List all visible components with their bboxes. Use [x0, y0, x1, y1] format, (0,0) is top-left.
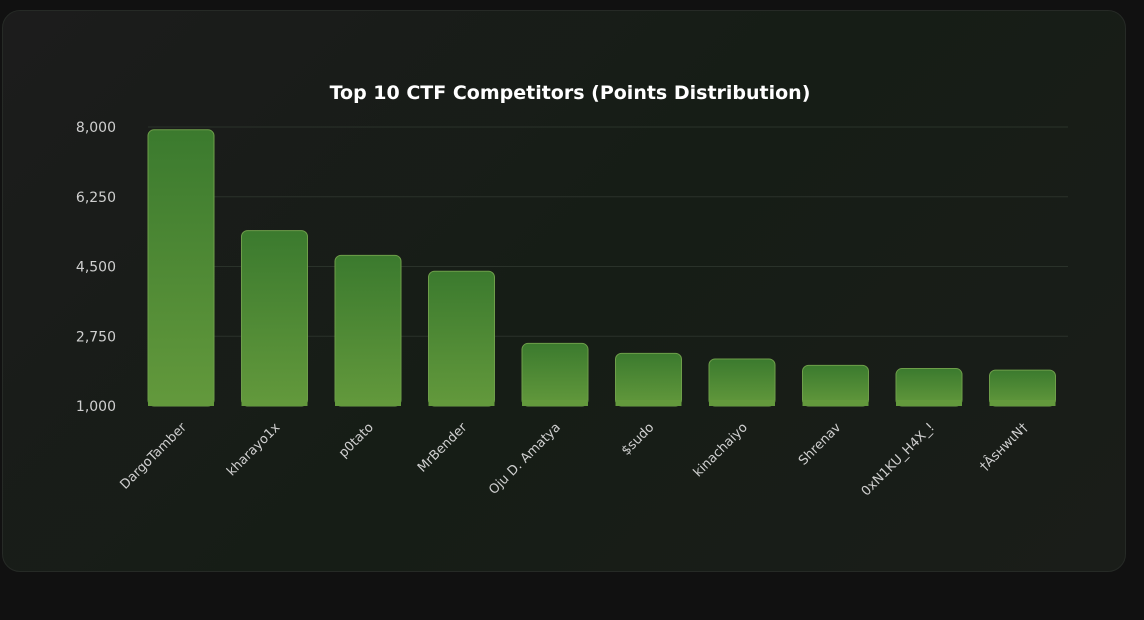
bar-base [428, 400, 495, 406]
x-tick-label: Oju D. Amatya [486, 420, 564, 498]
bar-base [335, 400, 401, 406]
x-tick-label: †ÂsнwιN† [976, 419, 1031, 474]
bar-base [148, 400, 214, 406]
bar[interactable] [802, 364, 869, 407]
y-tick-label: 6,250 [76, 190, 116, 206]
bar[interactable] [521, 342, 589, 407]
y-tick-label: 2,750 [76, 329, 116, 345]
x-tick-label: 0xN1KU_H4X_! [859, 420, 938, 499]
bar[interactable] [334, 254, 402, 407]
bar-base [989, 400, 1056, 406]
bar-base [896, 400, 962, 406]
bar[interactable] [615, 352, 682, 407]
bar[interactable] [708, 358, 776, 407]
bar-base [709, 400, 775, 406]
x-tick-label: Shrenav [796, 420, 845, 469]
bar-base [802, 400, 869, 406]
x-tick-label: MrBender [415, 420, 471, 476]
x-tick-label: $sudo [619, 420, 658, 459]
bar[interactable] [147, 129, 215, 407]
bar[interactable] [428, 270, 495, 407]
bars [147, 129, 1056, 407]
x-tick-label: kharayo1x [224, 420, 283, 479]
y-axis-ticks: 8,000 6,250 4,500 2,750 1,000 [76, 120, 116, 415]
bar-base [615, 400, 682, 406]
y-tick-label: 8,000 [76, 120, 116, 136]
y-tick-label: 1,000 [76, 399, 116, 415]
bar[interactable] [241, 230, 308, 407]
chart-title: Top 10 CTF Competitors (Points Distribut… [330, 82, 811, 104]
x-tick-label: p0tato [336, 420, 377, 461]
x-tick-label: kinachaiyo [691, 420, 751, 480]
y-tick-label: 4,500 [76, 260, 116, 276]
x-axis-labels: DargoTamber kharayo1x p0tato MrBender Oju D.… [117, 419, 1031, 499]
bar-base [241, 400, 308, 406]
bar-base [522, 400, 588, 406]
x-tick-label: DargoTamber [117, 420, 190, 493]
